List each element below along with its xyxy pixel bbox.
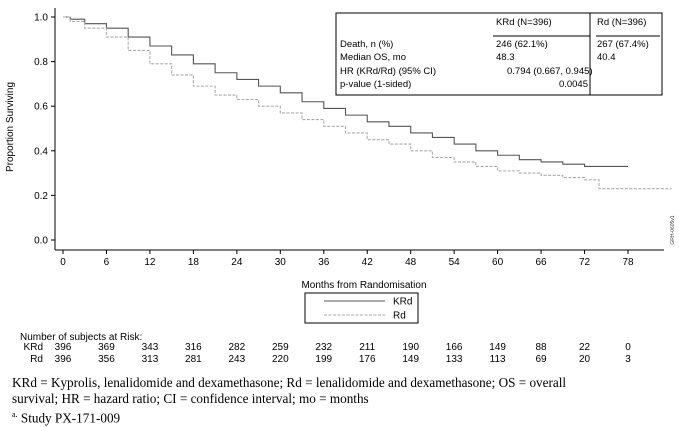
stats-table: KRd (N=396) Rd (N=396) Death, n (%) 246 (62… xyxy=(335,12,663,96)
stats-row-value-rd: 267 (67.4%) xyxy=(597,39,649,50)
legend-label-krd: KRd xyxy=(393,297,412,308)
km-survival-chart: 0.00.20.40.60.81.0 0 6 12 18 24 30 36 42 48 54 60 6… xyxy=(5,8,676,365)
risk-cell: 396 xyxy=(55,342,72,353)
stats-header-krd: KRd (N=396) xyxy=(496,17,552,28)
x-axis-label: Months from Randomisation xyxy=(301,280,426,291)
stats-row-value-krd: 0.794 (0.667, 0.945) xyxy=(507,66,593,77)
plot-frame xyxy=(54,8,664,251)
risk-cell: 190 xyxy=(402,342,419,353)
footnote-superscript: a. xyxy=(12,410,18,419)
risk-cell: 232 xyxy=(315,342,332,353)
risk-cell: 259 xyxy=(272,342,289,353)
footnote-study: Study PX-171-009 xyxy=(17,410,121,426)
risk-cell: 113 xyxy=(490,354,506,365)
x-axis: 0 6 12 18 24 30 36 42 48 54 60 66 72 78 xyxy=(60,250,634,268)
stats-table-box xyxy=(335,12,663,96)
legend: KRd Rd xyxy=(304,292,419,324)
x-tick-label: 30 xyxy=(275,257,287,268)
x-tick-label: 18 xyxy=(188,257,200,268)
risk-cell: 243 xyxy=(229,354,246,365)
x-tick-label: 12 xyxy=(144,257,156,268)
x-tick-label: 24 xyxy=(231,257,243,268)
stats-row-value-rd: 40.4 xyxy=(597,52,616,63)
stats-row-label: HR (KRd/Rd) (95% CI) xyxy=(340,66,436,77)
risk-cell: 0 xyxy=(625,342,631,353)
stats-row-label: Death, n (%) xyxy=(340,39,393,50)
x-tick-label: 0 xyxy=(60,257,66,268)
footnotes: KRd = Kyprolis, lenalidomide and dexamet… xyxy=(12,375,672,426)
risk-cell: 22 xyxy=(579,342,591,353)
stats-row-value-krd: 0.0045 xyxy=(559,79,588,90)
survival-curves xyxy=(63,16,672,190)
risk-cell: 149 xyxy=(489,342,506,353)
y-tick-label: 0.0 xyxy=(34,236,48,247)
legend-box xyxy=(304,292,419,324)
risk-cell: 396 xyxy=(55,354,72,365)
risk-cell: 220 xyxy=(272,354,289,365)
risk-cell: 176 xyxy=(359,354,376,365)
risk-cell: 369 xyxy=(98,342,115,353)
y-axis: 0.0 0.2 0.4 0.6 0.8 1.0 xyxy=(34,13,55,247)
footnote-line-1: KRd = Kyprolis, lenalidomide and dexamet… xyxy=(12,375,567,390)
risk-cell: 199 xyxy=(315,354,332,365)
risk-table-title: Number of subjects at Risk: xyxy=(20,332,142,343)
x-tick-label: 60 xyxy=(492,257,504,268)
x-tick-label: 54 xyxy=(449,257,461,268)
y-axis-label: Proportion Surviving xyxy=(5,82,16,172)
stats-row-value-krd: 48.3 xyxy=(496,52,515,63)
risk-cell: 313 xyxy=(142,354,159,365)
side-code: GRH-0605v1 xyxy=(670,215,676,244)
stats-row-label: Median OS, mo xyxy=(340,52,406,63)
survival-curve-rd xyxy=(63,16,672,190)
stats-header-rd: Rd (N=396) xyxy=(597,17,646,28)
risk-cell: 282 xyxy=(229,342,246,353)
risk-cell: 88 xyxy=(536,342,548,353)
risk-cell: 343 xyxy=(142,342,159,353)
x-tick-label: 48 xyxy=(405,257,417,268)
footnote-line-3: a. Study PX-171-009 xyxy=(12,407,672,426)
y-tick-label: 0.8 xyxy=(34,57,48,68)
risk-row-label: KRd xyxy=(24,342,43,353)
risk-cell: 281 xyxy=(185,354,202,365)
risk-cell: 356 xyxy=(98,354,115,365)
y-tick-label: 0.4 xyxy=(34,146,48,157)
stats-row-value-krd: 246 (62.1%) xyxy=(496,39,548,50)
x-tick-label: 36 xyxy=(318,257,330,268)
risk-cell: 211 xyxy=(359,342,375,353)
risk-row-label: Rd xyxy=(30,354,43,365)
legend-label-rd: Rd xyxy=(393,311,406,322)
x-tick-label: 72 xyxy=(579,257,591,268)
y-tick-label: 0.6 xyxy=(34,102,48,113)
survival-curve-krd xyxy=(63,16,628,167)
y-tick-label: 0.2 xyxy=(34,191,48,202)
x-tick-label: 66 xyxy=(536,257,548,268)
risk-table: Number of subjects at Risk:KRd 396 369 343 3… xyxy=(20,332,631,365)
y-tick-label: 1.0 xyxy=(34,13,48,24)
risk-cell: 3 xyxy=(625,354,631,365)
x-tick-label: 42 xyxy=(362,257,374,268)
stats-row-label: p-value (1-sided) xyxy=(340,79,411,90)
x-tick-label: 78 xyxy=(622,257,634,268)
x-tick-label: 6 xyxy=(104,257,110,268)
risk-cell: 69 xyxy=(536,354,548,365)
footnote-line-2: survival; HR = hazard ratio; CI = confid… xyxy=(12,391,369,406)
risk-cell: 20 xyxy=(579,354,591,365)
risk-cell: 133 xyxy=(446,354,463,365)
risk-cell: 149 xyxy=(402,354,419,365)
risk-cell: 316 xyxy=(185,342,202,353)
risk-cell: 166 xyxy=(446,342,463,353)
